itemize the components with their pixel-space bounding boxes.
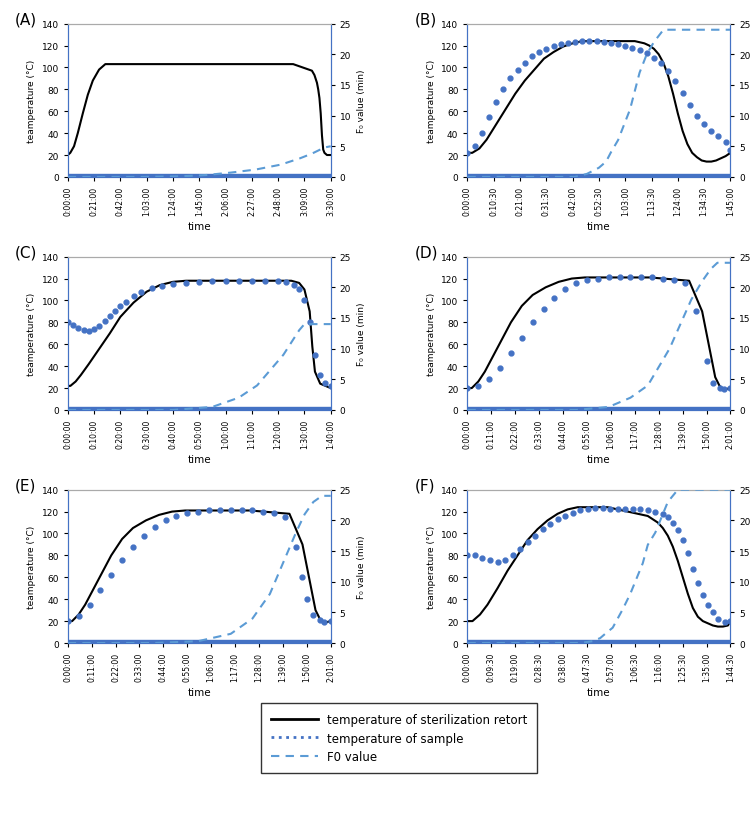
X-axis label: time: time: [187, 687, 211, 697]
Y-axis label: teamperature (°C): teamperature (°C): [427, 525, 436, 609]
Y-axis label: teamperature (°C): teamperature (°C): [27, 60, 36, 143]
Y-axis label: teamperature (°C): teamperature (°C): [427, 60, 436, 143]
X-axis label: time: time: [187, 455, 211, 464]
Text: (C): (C): [15, 245, 38, 260]
Y-axis label: F₀ value (min): F₀ value (min): [357, 302, 366, 365]
X-axis label: time: time: [587, 222, 611, 232]
Y-axis label: teamperature (°C): teamperature (°C): [27, 292, 36, 375]
Text: (D): (D): [415, 245, 438, 260]
X-axis label: time: time: [587, 687, 611, 697]
Text: (A): (A): [15, 12, 38, 27]
Y-axis label: teamperature (°C): teamperature (°C): [427, 292, 436, 375]
Y-axis label: F₀ value (min): F₀ value (min): [357, 535, 366, 599]
X-axis label: time: time: [187, 222, 211, 232]
Text: (B): (B): [415, 12, 437, 27]
Y-axis label: F₀ value (min): F₀ value (min): [357, 70, 366, 133]
X-axis label: time: time: [587, 455, 611, 464]
Text: (F): (F): [415, 477, 435, 493]
Y-axis label: teamperature (°C): teamperature (°C): [27, 525, 36, 609]
Text: (E): (E): [15, 477, 37, 493]
Legend: temperature of sterilization retort, temperature of sample, F0 value: temperature of sterilization retort, tem…: [261, 704, 537, 773]
